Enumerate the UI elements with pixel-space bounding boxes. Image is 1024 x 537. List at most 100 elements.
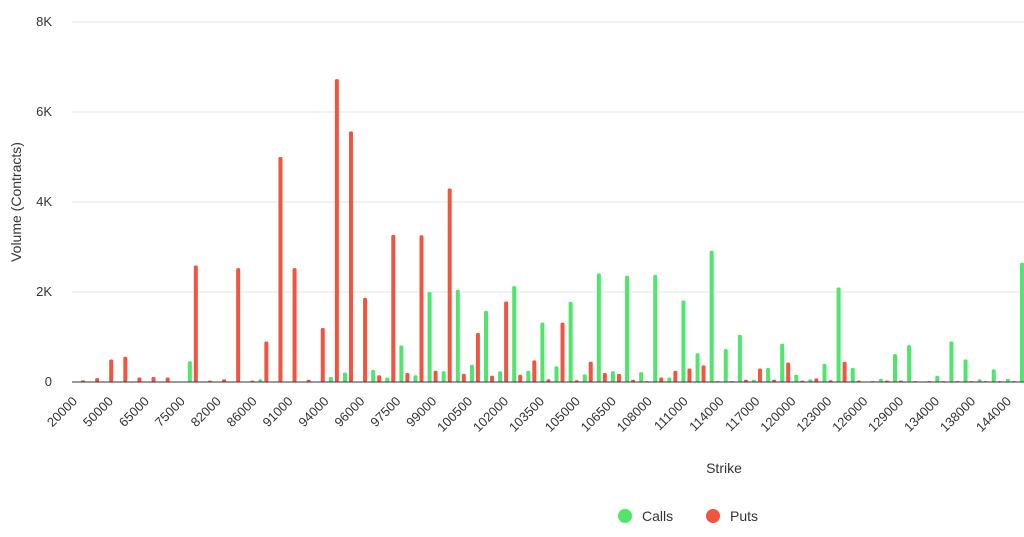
calls-bar[interactable] xyxy=(766,368,771,382)
legend-puts-label[interactable]: Puts xyxy=(730,508,758,524)
calls-bar[interactable] xyxy=(991,369,996,382)
puts-bar[interactable] xyxy=(377,375,382,382)
puts-bar[interactable] xyxy=(602,373,607,382)
calls-bar[interactable] xyxy=(780,343,785,382)
calls-bar[interactable] xyxy=(187,361,192,382)
calls-bar[interactable] xyxy=(639,372,644,382)
puts-bar[interactable] xyxy=(490,375,495,382)
puts-bar[interactable] xyxy=(560,322,565,382)
calls-bar[interactable] xyxy=(610,371,615,382)
calls-bar[interactable] xyxy=(751,379,756,382)
calls-bar[interactable] xyxy=(935,375,940,382)
puts-bar[interactable] xyxy=(222,379,227,382)
calls-bar[interactable] xyxy=(681,300,686,382)
legend[interactable]: Calls Puts xyxy=(618,508,758,524)
puts-bar[interactable] xyxy=(772,379,777,382)
calls-bar[interactable] xyxy=(413,375,418,382)
puts-bar[interactable] xyxy=(673,370,678,382)
puts-bar[interactable] xyxy=(659,377,664,383)
calls-bar[interactable] xyxy=(568,301,573,382)
calls-bar[interactable] xyxy=(526,370,531,382)
calls-bar[interactable] xyxy=(441,371,446,382)
calls-bar[interactable] xyxy=(963,359,968,383)
puts-bar[interactable] xyxy=(475,332,480,382)
puts-bar[interactable] xyxy=(419,235,424,382)
calls-bar[interactable] xyxy=(949,341,954,383)
calls-bar[interactable] xyxy=(723,349,728,382)
puts-bar[interactable] xyxy=(701,365,706,382)
calls-bar[interactable] xyxy=(540,322,545,382)
puts-bar[interactable] xyxy=(165,377,170,383)
calls-bar[interactable] xyxy=(512,286,517,382)
calls-bar[interactable] xyxy=(850,368,855,382)
calls-bar[interactable] xyxy=(794,374,799,382)
puts-bar[interactable] xyxy=(588,361,593,382)
calls-bar[interactable] xyxy=(893,354,898,382)
legend-puts-marker[interactable] xyxy=(706,509,720,523)
puts-bar[interactable] xyxy=(405,373,410,382)
puts-bar[interactable] xyxy=(236,268,241,382)
calls-bar[interactable] xyxy=(469,364,474,382)
puts-bar[interactable] xyxy=(504,301,509,382)
x-tick-label: 102000 xyxy=(470,394,511,435)
puts-bar[interactable] xyxy=(320,328,325,382)
calls-bar[interactable] xyxy=(695,353,700,382)
calls-bar[interactable] xyxy=(582,374,587,382)
puts-bar[interactable] xyxy=(461,373,466,382)
puts-bar[interactable] xyxy=(306,379,311,382)
legend-calls-marker[interactable] xyxy=(618,509,632,523)
puts-bar[interactable] xyxy=(278,157,283,382)
puts-bar[interactable] xyxy=(616,373,621,382)
puts-bar[interactable] xyxy=(532,360,537,382)
puts-bar[interactable] xyxy=(109,359,114,383)
calls-bar[interactable] xyxy=(1019,262,1024,382)
legend-calls-label[interactable]: Calls xyxy=(642,508,673,524)
puts-bar[interactable] xyxy=(433,370,438,382)
puts-bar[interactable] xyxy=(687,368,692,383)
puts-bar[interactable] xyxy=(743,379,748,382)
puts-bar[interactable] xyxy=(842,361,847,382)
calls-bar[interactable] xyxy=(399,345,404,382)
puts-bar[interactable] xyxy=(123,356,128,382)
calls-bar[interactable] xyxy=(554,366,559,382)
calls-bar[interactable] xyxy=(667,377,672,383)
puts-bar[interactable] xyxy=(546,379,551,382)
calls-bar[interactable] xyxy=(498,371,503,382)
puts-bar[interactable] xyxy=(814,378,819,382)
calls-bar[interactable] xyxy=(1005,378,1010,382)
calls-bar[interactable] xyxy=(455,289,460,382)
calls-bar[interactable] xyxy=(977,379,982,382)
puts-bar[interactable] xyxy=(137,377,142,383)
puts-bar[interactable] xyxy=(348,131,353,382)
puts-bar[interactable] xyxy=(391,234,396,382)
calls-bar[interactable] xyxy=(328,377,333,382)
puts-bar[interactable] xyxy=(264,341,269,383)
puts-bar[interactable] xyxy=(363,297,368,382)
puts-bar[interactable] xyxy=(95,377,100,382)
calls-bar[interactable] xyxy=(878,378,883,382)
calls-bar[interactable] xyxy=(258,379,263,382)
calls-bar[interactable] xyxy=(822,364,827,382)
calls-bar[interactable] xyxy=(653,274,658,382)
calls-bar[interactable] xyxy=(427,292,432,382)
calls-bar[interactable] xyxy=(808,379,813,382)
calls-bar[interactable] xyxy=(371,369,376,382)
puts-bar[interactable] xyxy=(757,368,762,383)
calls-bar[interactable] xyxy=(709,250,714,382)
puts-bar[interactable] xyxy=(786,362,791,382)
puts-bar[interactable] xyxy=(292,268,297,382)
puts-bar[interactable] xyxy=(447,188,452,383)
calls-bar[interactable] xyxy=(836,287,841,383)
calls-bar[interactable] xyxy=(625,275,630,382)
calls-bar[interactable] xyxy=(342,372,347,382)
puts-bar[interactable] xyxy=(631,379,636,382)
puts-bar[interactable] xyxy=(151,377,156,382)
calls-bar[interactable] xyxy=(596,273,601,382)
puts-bar[interactable] xyxy=(193,265,198,382)
calls-bar[interactable] xyxy=(484,310,489,382)
calls-bar[interactable] xyxy=(385,377,390,383)
calls-bar[interactable] xyxy=(907,345,912,382)
puts-bar[interactable] xyxy=(518,374,523,382)
calls-bar[interactable] xyxy=(737,334,742,382)
puts-bar[interactable] xyxy=(334,79,339,383)
